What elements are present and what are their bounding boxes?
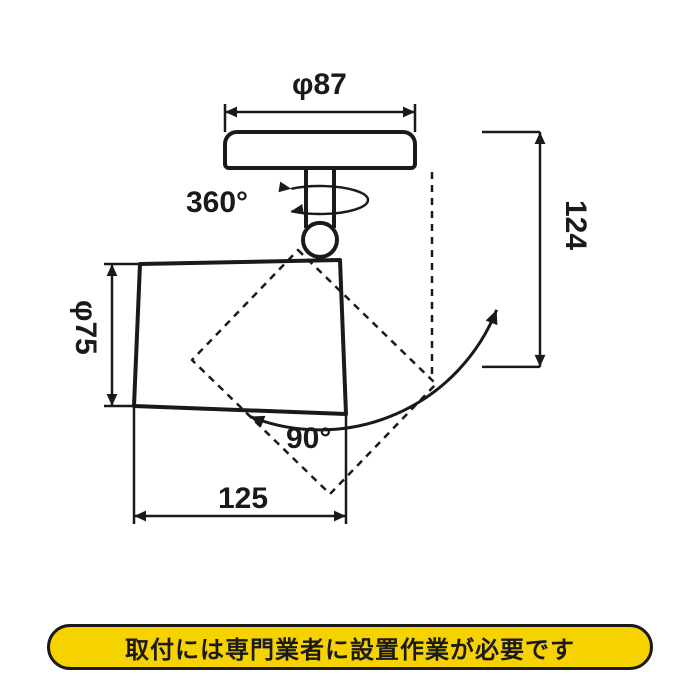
install-warning-banner: 取付には専門業者に設置作業が必要です <box>47 624 653 670</box>
dim-phi87: φ87 <box>292 68 347 102</box>
dim-125: 125 <box>218 482 268 516</box>
diagram-stage: φ87 360° φ75 124 90° 125 取付には専門業者に設置作業が必… <box>0 0 700 700</box>
dim-124: 124 <box>558 200 592 250</box>
drawing-svg <box>0 0 700 700</box>
dim-phi75: φ75 <box>68 300 102 355</box>
dim-360: 360° <box>186 186 248 220</box>
dim-90: 90° <box>286 422 331 456</box>
